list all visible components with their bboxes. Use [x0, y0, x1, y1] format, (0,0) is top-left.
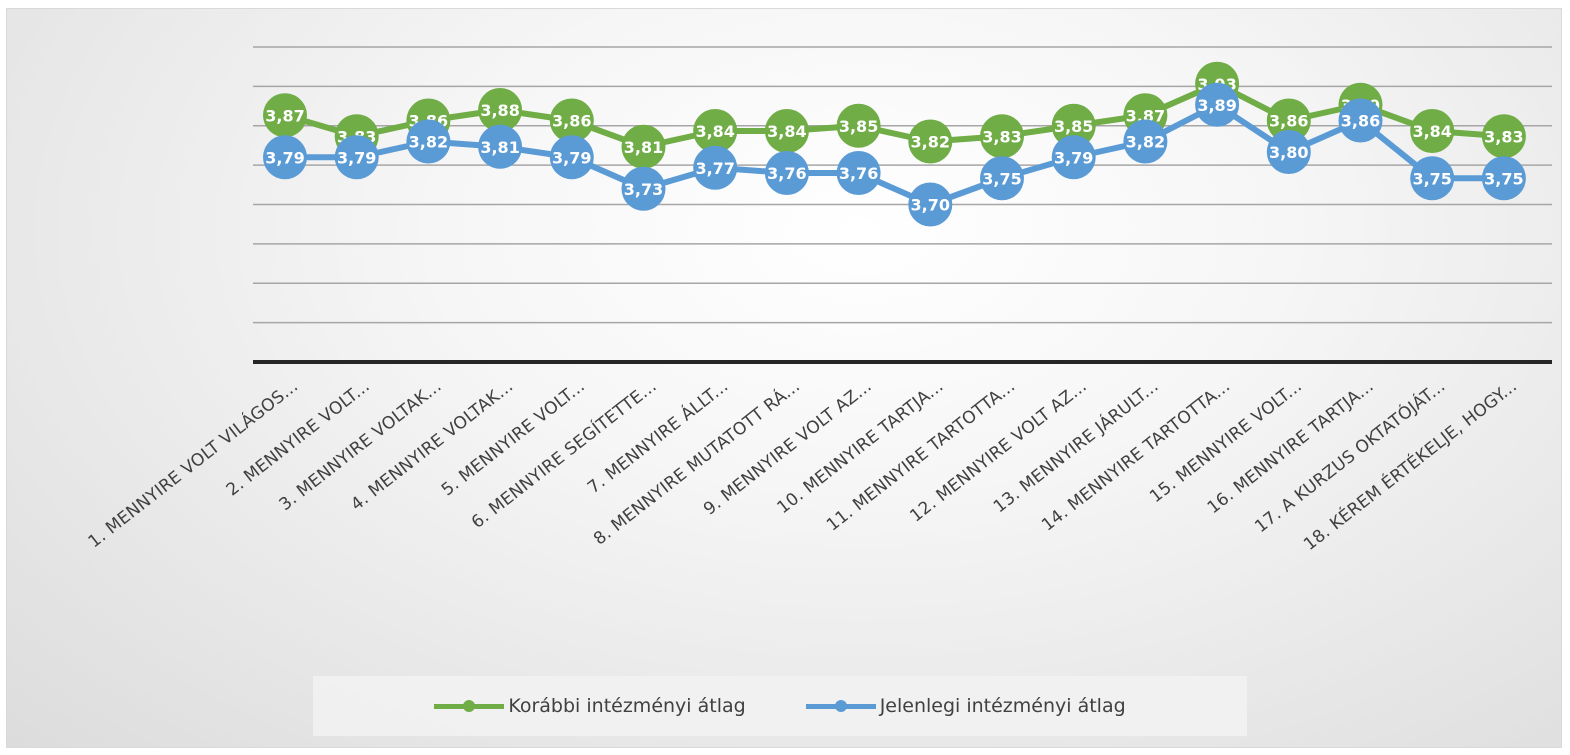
series-lines: [284, 80, 1505, 208]
marker-current: [1051, 135, 1096, 180]
data-label: 3,82: [911, 133, 950, 152]
data-label: 3,88: [480, 101, 519, 120]
data-label: 3,86: [552, 112, 591, 131]
marker-previous: [478, 88, 523, 132]
data-label: 3,87: [265, 106, 304, 125]
marker-current: [980, 156, 1024, 201]
data-label: 3,85: [1054, 117, 1093, 136]
data-label: 3,84: [767, 122, 806, 141]
data-label: 3,82: [1126, 133, 1165, 152]
marker-current: [1195, 82, 1240, 127]
data-label: 3,86: [1269, 112, 1308, 131]
marker-previous: [1266, 98, 1311, 143]
marker-previous: [908, 119, 953, 164]
data-label: 3,83: [982, 127, 1021, 146]
data-label: 3,81: [624, 138, 663, 157]
data-label: 3,76: [839, 164, 878, 183]
data-label: 3,79: [552, 148, 591, 167]
data-label: 3,87: [1126, 106, 1165, 125]
series-line-current: [285, 101, 1504, 208]
data-label: 3,84: [695, 122, 734, 141]
legend-item-previous: Korábbi intézményi átlag: [434, 695, 746, 717]
legend-item-current: Jelenlegi intézményi átlag: [805, 695, 1126, 717]
legend-marker: [834, 700, 847, 712]
data-label: 3,79: [265, 148, 304, 167]
marker-previous: [1051, 103, 1096, 148]
data-label: 3,79: [337, 148, 376, 167]
marker-current: [1123, 119, 1168, 164]
marker-previous: [1410, 109, 1455, 153]
marker-current: [334, 135, 379, 180]
legend-swatch-blue: [805, 700, 876, 712]
data-label: 3,84: [1412, 122, 1451, 141]
data-label: 3,75: [982, 169, 1021, 188]
legend-label: Korábbi intézményi átlag: [508, 695, 746, 717]
data-label: 3,75: [1484, 169, 1523, 188]
data-label: 3,86: [1341, 112, 1380, 131]
marker-current: [836, 151, 881, 195]
chart-legend: Korábbi intézményi átlag Jelenlegi intéz…: [313, 676, 1247, 736]
data-label: 3,82: [409, 133, 448, 152]
marker-current: [908, 182, 953, 227]
data-label: 3,89: [1197, 96, 1236, 115]
marker-previous: [621, 124, 666, 169]
data-markers: 3,87 3,83 3,86 3,88 3,86 3,81 3,84 3,84 3,85 3,82…: [263, 61, 1526, 227]
marker-current: [693, 145, 738, 190]
marker-current: [263, 135, 307, 180]
marker-current: [1481, 156, 1526, 201]
marker-previous: [693, 109, 738, 153]
marker-previous: [549, 98, 594, 143]
marker-current: [1266, 130, 1311, 174]
data-label: 3,85: [839, 117, 878, 136]
data-label: 3,75: [1412, 169, 1451, 188]
data-label: 3,79: [1054, 148, 1093, 167]
legend-label: Jelenlegi intézményi átlag: [879, 695, 1126, 717]
data-label: 3,70: [911, 196, 950, 215]
data-label: 3,81: [480, 138, 519, 157]
legend-marker: [463, 700, 476, 712]
marker-current: [1410, 156, 1455, 201]
data-label: 3,80: [1269, 143, 1308, 162]
marker-current: [549, 135, 594, 180]
marker-previous: [764, 109, 809, 153]
marker-previous: [263, 93, 307, 138]
category-labels: 1. MENNYIRE VOLT VILÁGOS...2. MENNYIRE V…: [83, 375, 1521, 555]
marker-current: [621, 166, 666, 211]
data-label: 3,73: [624, 180, 663, 199]
legend-swatch-green: [434, 700, 505, 712]
marker-previous: [836, 103, 881, 148]
data-label: 3,83: [1484, 127, 1523, 146]
marker-current: [1338, 98, 1383, 143]
marker-current: [764, 151, 809, 195]
marker-previous: [1481, 114, 1526, 159]
marker-current: [406, 119, 451, 164]
marker-current: [478, 124, 523, 169]
marker-previous: [980, 114, 1024, 159]
data-label: 3,76: [767, 164, 806, 183]
gridlines: [253, 46, 1552, 324]
data-label: 3,77: [695, 159, 734, 178]
